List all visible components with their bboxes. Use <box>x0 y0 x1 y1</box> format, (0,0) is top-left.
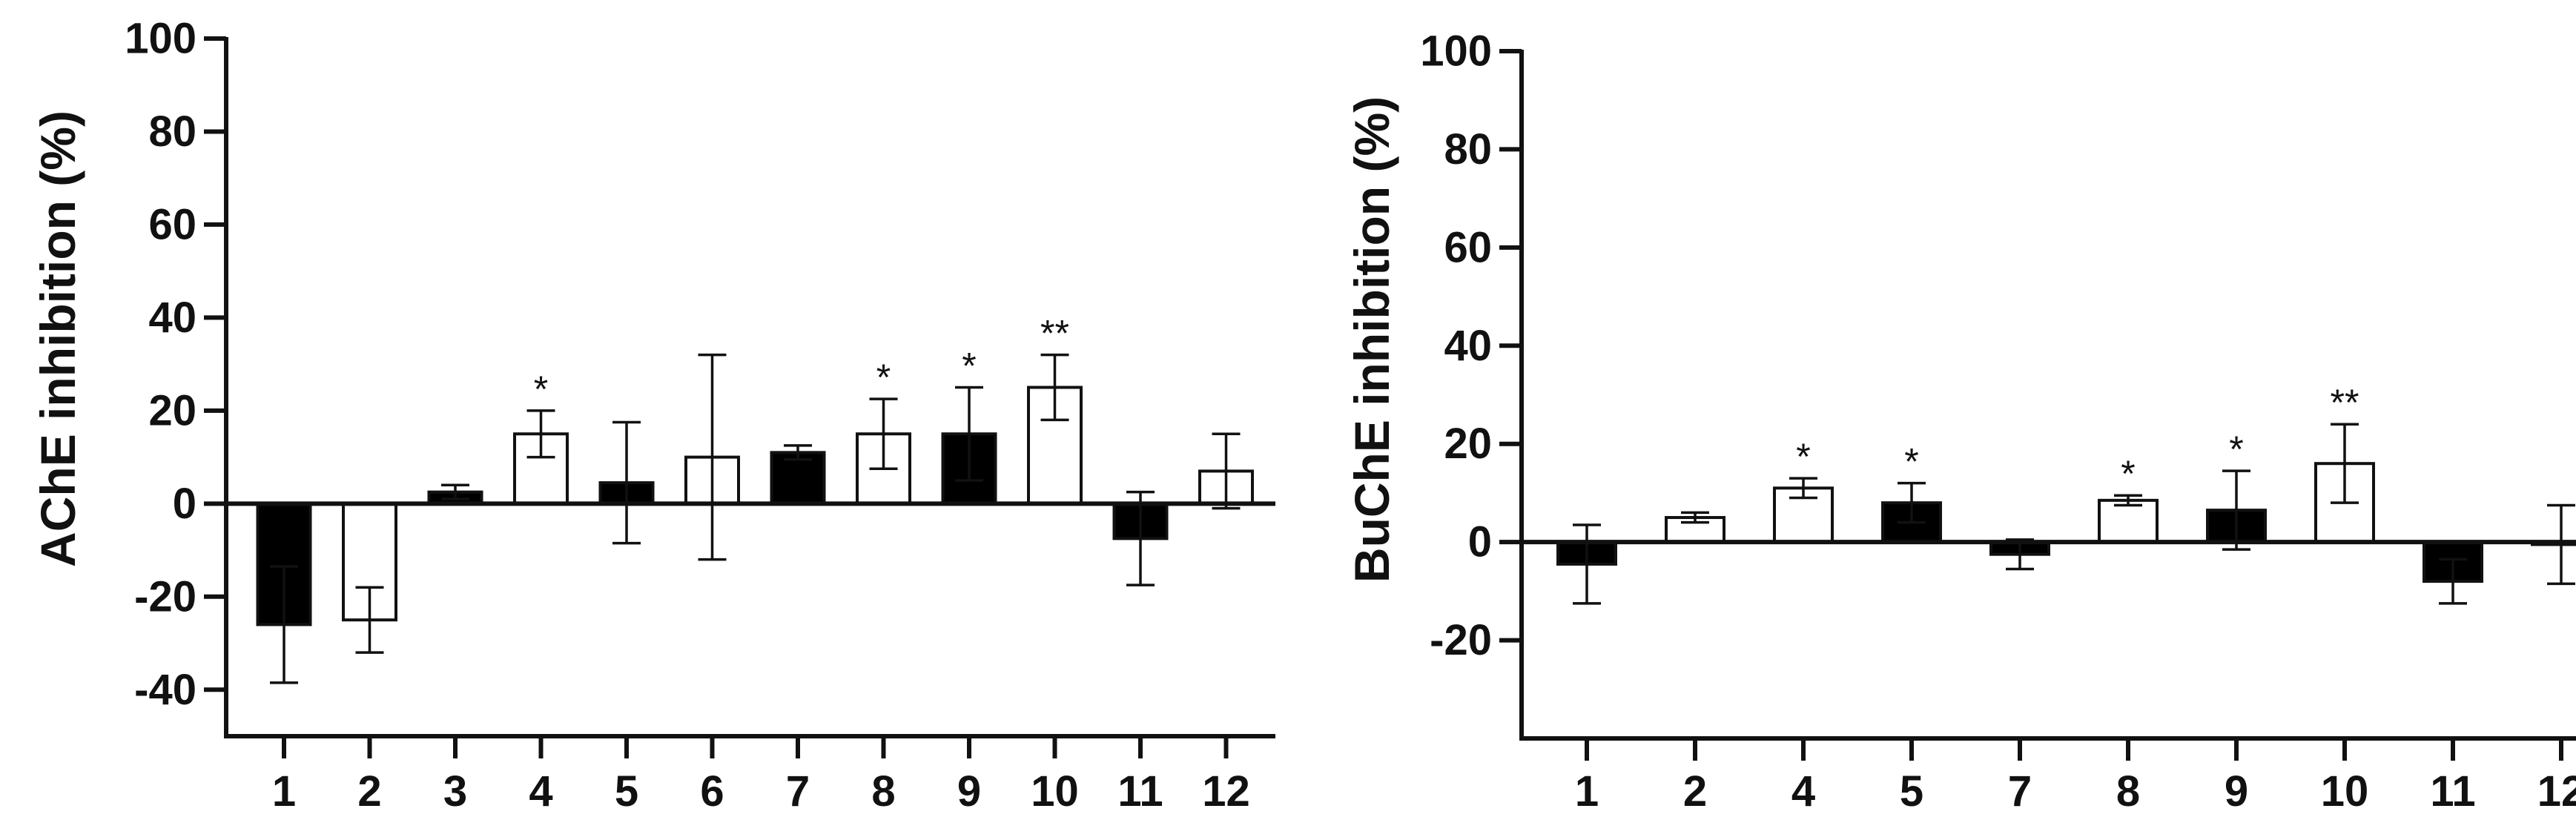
significance-marker: * <box>1904 441 1918 483</box>
y-tick-label: 60 <box>148 200 196 248</box>
x-tick-label: 8 <box>2116 767 2140 816</box>
significance-marker: * <box>1796 436 1810 477</box>
y-tick-label: 40 <box>148 294 196 342</box>
x-tick-label: 1 <box>1575 767 1599 816</box>
x-tick-label: 12 <box>1202 767 1250 816</box>
x-tick-label: 4 <box>529 767 552 816</box>
y-tick-label: -20 <box>134 572 196 621</box>
y-tick-label: 20 <box>1444 420 1492 468</box>
significance-marker: * <box>534 368 548 410</box>
significance-marker: * <box>2121 453 2135 495</box>
bar <box>2098 498 2159 544</box>
x-tick-label: 5 <box>615 767 638 816</box>
y-axis-title: BuChE inhibition (%) <box>1344 96 1399 583</box>
x-tick-label: 6 <box>700 767 724 816</box>
significance-marker: * <box>2229 429 2243 470</box>
y-tick-label: -40 <box>134 666 196 714</box>
ache-chart: AChE inhibition (%) 1 2 3*4 5 6 7*8*9**10 11 12… <box>30 15 1275 816</box>
x-tick-label: 5 <box>1900 767 1923 816</box>
x-tick-label: 8 <box>871 767 895 816</box>
y-tick-label: 40 <box>1444 322 1492 370</box>
x-tick-label: 2 <box>357 767 381 816</box>
x-tick-label: 9 <box>957 767 981 816</box>
significance-marker: * <box>962 345 976 387</box>
significance-marker: * <box>876 357 891 398</box>
y-tick-label: -20 <box>1430 616 1492 664</box>
y-tick-label: 100 <box>1420 27 1492 76</box>
x-tick-label: 12 <box>2537 767 2576 816</box>
significance-marker: ** <box>1040 313 1069 354</box>
x-tick-label: 11 <box>2430 767 2475 816</box>
x-tick-label: 1 <box>272 767 296 816</box>
x-tick-label: 2 <box>1683 767 1707 816</box>
y-tick-label: 80 <box>1444 125 1492 173</box>
y-tick-label: 0 <box>173 480 196 528</box>
x-tick-label: 9 <box>2225 767 2248 816</box>
buche-chart: BuChE inhibition (%) 1 2*4*5 7*8*9**10 11 12… <box>1344 27 2576 816</box>
x-tick-label: 11 <box>1117 767 1163 816</box>
y-axis-title: AChE inhibition (%) <box>30 110 85 567</box>
y-tick-label: 100 <box>125 15 196 63</box>
y-tick-label: 60 <box>1444 223 1492 271</box>
x-tick-label: 10 <box>2321 767 2369 816</box>
y-tick-label: 0 <box>1468 518 1492 566</box>
x-tick-label: 3 <box>443 767 467 816</box>
x-tick-label: 7 <box>786 767 810 816</box>
significance-marker: ** <box>2331 382 2359 423</box>
x-tick-label: 4 <box>1791 767 1815 816</box>
x-tick-label: 7 <box>2008 767 2032 816</box>
x-tick-label: 10 <box>1031 767 1079 816</box>
y-tick-label: 20 <box>148 386 196 434</box>
y-tick-label: 80 <box>148 108 196 156</box>
